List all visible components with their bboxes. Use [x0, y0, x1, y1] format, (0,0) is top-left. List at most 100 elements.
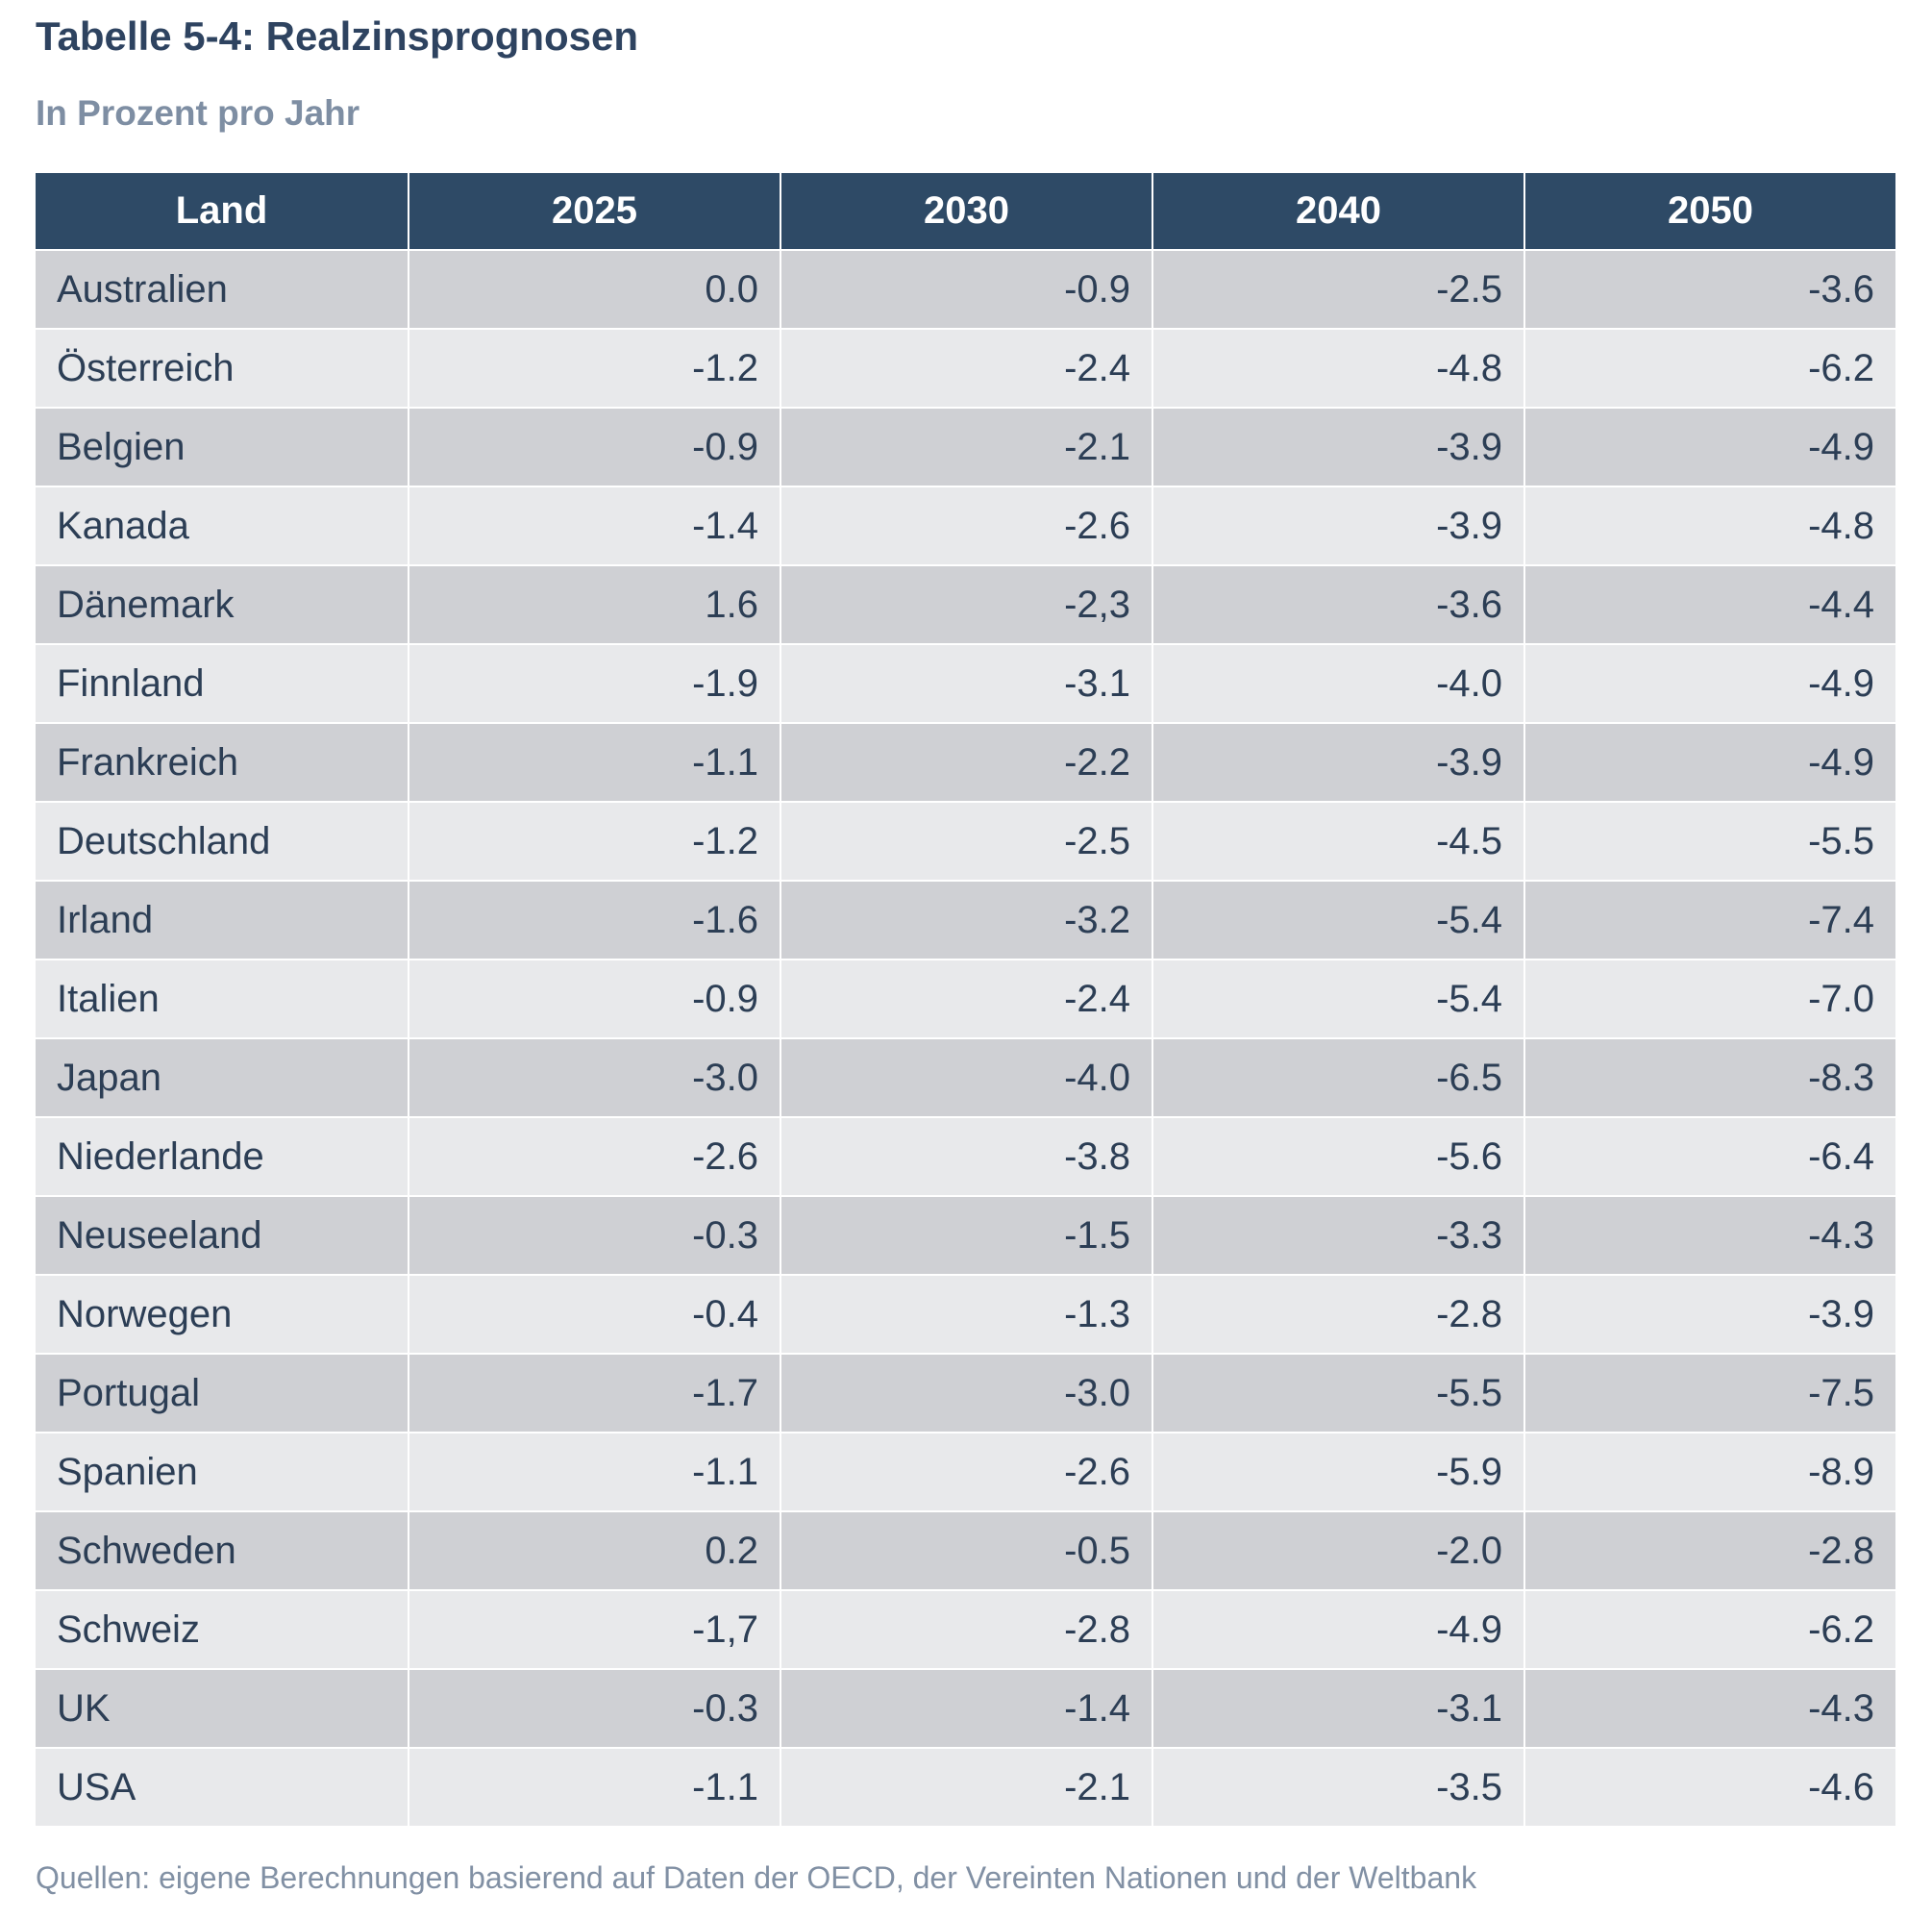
value-cell: -7.0	[1524, 960, 1895, 1039]
column-header-2050: 2050	[1524, 173, 1895, 251]
value-cell: -2.1	[780, 408, 1153, 487]
country-cell: Neuseeland	[36, 1196, 409, 1276]
value-cell: -2.2	[780, 723, 1153, 803]
value-cell: 0.2	[409, 1511, 781, 1591]
value-cell: -2.8	[780, 1590, 1153, 1670]
value-cell: -1,7	[409, 1590, 781, 1670]
value-cell: -6.4	[1524, 1117, 1895, 1197]
value-cell: -2,3	[780, 565, 1153, 645]
country-cell: Japan	[36, 1038, 409, 1118]
interest-rate-table: Land 2025 2030 2040 2050 Australien 0.0 -0…	[36, 173, 1895, 1828]
country-cell: Österreich	[36, 329, 409, 409]
value-cell: -2.6	[780, 486, 1153, 566]
country-cell: Niederlande	[36, 1117, 409, 1197]
value-cell: -0.4	[409, 1275, 781, 1355]
value-cell: -3.0	[409, 1038, 781, 1118]
value-cell: -3.1	[780, 644, 1153, 724]
value-cell: -3.9	[1152, 486, 1525, 566]
country-cell: Deutschland	[36, 802, 409, 882]
value-cell: -2.6	[409, 1117, 781, 1197]
country-cell: Schweden	[36, 1511, 409, 1591]
value-cell: -4.6	[1524, 1748, 1895, 1828]
value-cell: -2.5	[780, 802, 1153, 882]
table-row: Neuseeland -0.3 -1.5 -3.3 -4.3	[36, 1196, 1895, 1276]
table-row: Schweiz -1,7 -2.8 -4.9 -6.2	[36, 1590, 1895, 1670]
column-header-2040: 2040	[1152, 173, 1525, 251]
value-cell: -2.1	[780, 1748, 1153, 1828]
value-cell: -4.0	[780, 1038, 1153, 1118]
value-cell: -6.2	[1524, 329, 1895, 409]
value-cell: -2.4	[780, 329, 1153, 409]
value-cell: -5.5	[1524, 802, 1895, 882]
table-row: USA -1.1 -2.1 -3.5 -4.6	[36, 1748, 1895, 1828]
table-row: Norwegen -0.4 -1.3 -2.8 -3.9	[36, 1275, 1895, 1355]
table-row: Schweden 0.2 -0.5 -2.0 -2.8	[36, 1511, 1895, 1591]
country-cell: Frankreich	[36, 723, 409, 803]
value-cell: -3.9	[1152, 723, 1525, 803]
value-cell: -1.7	[409, 1354, 781, 1433]
value-cell: -8.3	[1524, 1038, 1895, 1118]
value-cell: -1.4	[409, 486, 781, 566]
value-cell: -3.0	[780, 1354, 1153, 1433]
column-header-2030: 2030	[780, 173, 1153, 251]
value-cell: -4.4	[1524, 565, 1895, 645]
value-cell: -3.9	[1152, 408, 1525, 487]
table-row: Australien 0.0 -0.9 -2.5 -3.6	[36, 250, 1895, 330]
value-cell: -7.5	[1524, 1354, 1895, 1433]
value-cell: -4.3	[1524, 1669, 1895, 1749]
country-cell: USA	[36, 1748, 409, 1828]
value-cell: -2.8	[1524, 1511, 1895, 1591]
value-cell: -1.5	[780, 1196, 1153, 1276]
value-cell: -3.6	[1524, 250, 1895, 330]
value-cell: -4.8	[1152, 329, 1525, 409]
value-cell: -1.1	[409, 1433, 781, 1512]
country-cell: Finnland	[36, 644, 409, 724]
value-cell: -5.9	[1152, 1433, 1525, 1512]
value-cell: -8.9	[1524, 1433, 1895, 1512]
table-row: Finnland -1.9 -3.1 -4.0 -4.9	[36, 644, 1895, 724]
value-cell: -7.4	[1524, 881, 1895, 960]
value-cell: -4.3	[1524, 1196, 1895, 1276]
value-cell: -0.9	[409, 960, 781, 1039]
value-cell: -2.8	[1152, 1275, 1525, 1355]
country-cell: Spanien	[36, 1433, 409, 1512]
table-row: Kanada -1.4 -2.6 -3.9 -4.8	[36, 486, 1895, 566]
value-cell: -0.3	[409, 1669, 781, 1749]
value-cell: -2.0	[1152, 1511, 1525, 1591]
value-cell: -3.3	[1152, 1196, 1525, 1276]
table-row: Portugal -1.7 -3.0 -5.5 -7.5	[36, 1354, 1895, 1433]
value-cell: -3.5	[1152, 1748, 1525, 1828]
value-cell: 0.0	[409, 250, 781, 330]
country-cell: Belgien	[36, 408, 409, 487]
value-cell: -5.5	[1152, 1354, 1525, 1433]
value-cell: -4.9	[1152, 1590, 1525, 1670]
value-cell: -4.9	[1524, 644, 1895, 724]
value-cell: -1.9	[409, 644, 781, 724]
value-cell: -1.6	[409, 881, 781, 960]
country-cell: Italien	[36, 960, 409, 1039]
value-cell: -0.3	[409, 1196, 781, 1276]
table-body: Australien 0.0 -0.9 -2.5 -3.6 Österreich -1.2-…	[36, 250, 1895, 1828]
value-cell: -4.8	[1524, 486, 1895, 566]
value-cell: -5.6	[1152, 1117, 1525, 1197]
value-cell: -1.1	[409, 1748, 781, 1828]
country-cell: Australien	[36, 250, 409, 330]
value-cell: -3.1	[1152, 1669, 1525, 1749]
value-cell: -4.5	[1152, 802, 1525, 882]
country-cell: Kanada	[36, 486, 409, 566]
value-cell: -1.2	[409, 802, 781, 882]
value-cell: -3.9	[1524, 1275, 1895, 1355]
table-row: Spanien -1.1 -2.6 -5.9 -8.9	[36, 1433, 1895, 1512]
value-cell: -0.5	[780, 1511, 1153, 1591]
value-cell: -1.4	[780, 1669, 1153, 1749]
table-title: Tabelle 5-4: Realzinsprognosen	[36, 13, 639, 59]
value-cell: -2.5	[1152, 250, 1525, 330]
table-row: Italien -0.9 -2.4 -5.4 -7.0	[36, 960, 1895, 1039]
country-cell: Dänemark	[36, 565, 409, 645]
value-cell: -3.2	[780, 881, 1153, 960]
table-row: Irland -1.6 -3.2 -5.4 -7.4	[36, 881, 1895, 960]
table-row: Frankreich -1.1 -2.2 -3.9 -4.9	[36, 723, 1895, 803]
value-cell: -0.9	[409, 408, 781, 487]
country-cell: Norwegen	[36, 1275, 409, 1355]
value-cell: -2.6	[780, 1433, 1153, 1512]
